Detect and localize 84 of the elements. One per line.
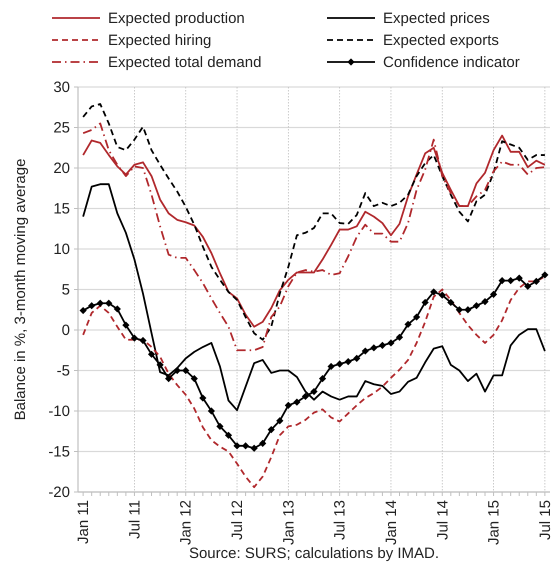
point [250, 444, 258, 452]
point [481, 298, 489, 306]
point [516, 274, 523, 282]
point [387, 339, 395, 347]
x-tick-label: Jan 12 [178, 500, 195, 546]
y-tick-label: -20 [48, 484, 70, 501]
point [130, 334, 138, 342]
y-tick-label: 5 [62, 282, 70, 298]
point [353, 354, 360, 362]
point [114, 305, 121, 313]
point [293, 398, 300, 406]
x-tick-label: Jul 13 [332, 500, 349, 540]
point [216, 422, 224, 430]
point [447, 298, 454, 306]
point [507, 276, 514, 284]
y-tick-label: 10 [53, 241, 70, 258]
point [199, 394, 206, 402]
x-tick-label: Jul 12 [229, 500, 246, 540]
legend-label: Expected production [108, 10, 245, 27]
source-note: Source: SURS; calculations by IMAD. [188, 545, 440, 562]
point [456, 306, 463, 314]
point [96, 300, 104, 307]
point [430, 288, 438, 296]
point [472, 302, 480, 310]
y-tick-label: 30 [53, 79, 70, 96]
legend-label: Expected exports [383, 32, 499, 49]
point [413, 313, 420, 321]
legend-label: Expected hiring [108, 32, 212, 49]
y-tick-label: -15 [48, 444, 70, 460]
point [284, 402, 292, 409]
point [156, 361, 164, 368]
point [122, 322, 130, 329]
point [464, 306, 472, 314]
point [242, 442, 250, 450]
point [532, 278, 540, 285]
point [344, 358, 352, 366]
point [336, 360, 344, 368]
point [233, 442, 241, 450]
x-tick-label: Jan 15 [486, 500, 503, 546]
x-tick-label: Jan 13 [280, 500, 298, 546]
point [404, 320, 412, 328]
point [148, 350, 156, 358]
point [174, 366, 181, 374]
point [318, 375, 326, 382]
point [370, 344, 378, 352]
point [105, 300, 112, 307]
point [190, 375, 198, 382]
x-tick-label: Jan 11 [75, 500, 92, 544]
point [276, 417, 284, 424]
point [208, 407, 215, 415]
point [422, 298, 429, 306]
y-tick-label: 25 [53, 120, 70, 136]
point [310, 388, 318, 396]
x-tick-label: Jul 11 [126, 500, 144, 539]
y-tick-label: 0 [62, 322, 70, 339]
y-axis-title: Balance in %, 3-month moving average [12, 158, 29, 420]
point [302, 392, 310, 400]
legend-label: Expected prices [383, 10, 490, 27]
y-tick-label: -10 [48, 403, 70, 420]
y-tick-label: 15 [53, 200, 70, 218]
point [328, 362, 335, 370]
y-tick-label: 20 [53, 160, 70, 177]
point [541, 271, 548, 279]
x-tick-label: Jul 14 [434, 500, 452, 540]
legend-label: Expected total demand [108, 54, 262, 71]
x-tick-label: Jan 14 [382, 500, 400, 546]
point [88, 302, 96, 310]
x-tick-label: Jul 15 [536, 500, 554, 540]
point [438, 292, 446, 299]
point [165, 375, 172, 382]
point [498, 276, 506, 284]
point [396, 334, 404, 341]
point [378, 342, 386, 349]
point [139, 336, 147, 344]
point [224, 432, 232, 439]
point [259, 440, 266, 447]
point [524, 282, 532, 290]
point [80, 306, 87, 314]
point [268, 426, 275, 434]
point [490, 290, 498, 298]
legend-label: Confidence indicator [383, 54, 520, 71]
point [362, 347, 369, 355]
y-tick-label: -5 [56, 362, 70, 380]
point [182, 366, 190, 374]
